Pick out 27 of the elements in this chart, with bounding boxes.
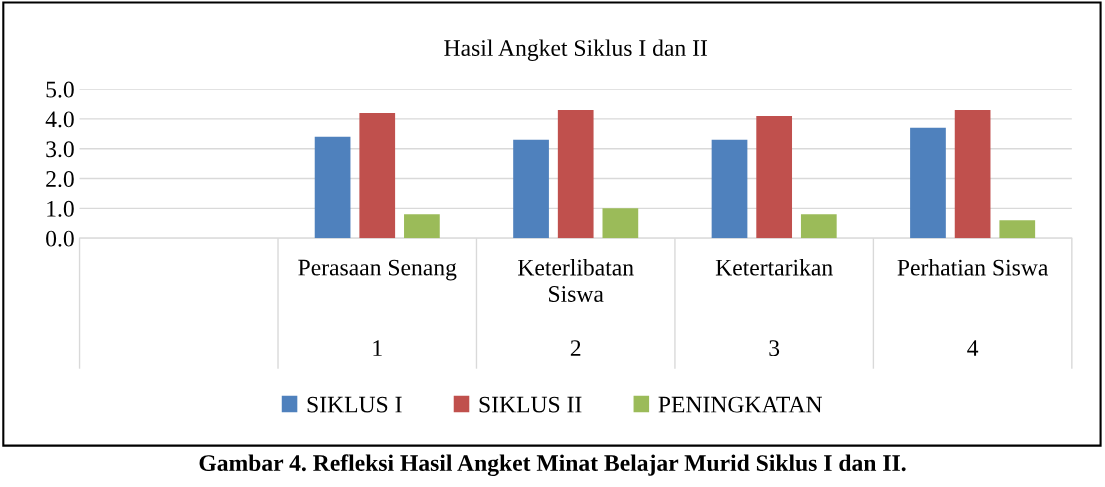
category-label: Ketertarikan 3 [715,259,833,357]
legend-label: PENINGKATAN [658,396,822,413]
y-tick-label: 2.0 [46,171,74,188]
bar [800,214,837,239]
bar [711,139,748,239]
chart-title: Hasil Angket Siklus I dan II [444,39,708,61]
bar [954,109,991,239]
y-tick-label: 0.0 [46,230,74,247]
bar [359,112,396,239]
bar [756,115,793,239]
y-tick-label: 4.0 [45,111,74,128]
category-label: Perasaan Senang 1 [298,259,457,356]
bar [999,220,1036,239]
y-tick-label: 5.0 [46,81,74,98]
legend-label: SIKLUS I [307,396,402,413]
bar [602,208,639,239]
y-tick-label: 3.0 [46,141,74,158]
bar [557,109,594,239]
bar [513,139,549,239]
y-tick-label: 1.0 [47,200,74,217]
text: Gambar 4. Refleksi Hasil Angket Minat Belajar Murid Siklus I dan II. [199,454,906,476]
bar [404,214,440,239]
category-label: Perhatian Siswa 4 [897,259,1049,356]
legend-label: SIKLUS II [479,396,582,413]
category-label: Keterlibatan Siswa 2 [518,259,634,356]
bar [910,127,946,239]
bar [314,136,351,239]
